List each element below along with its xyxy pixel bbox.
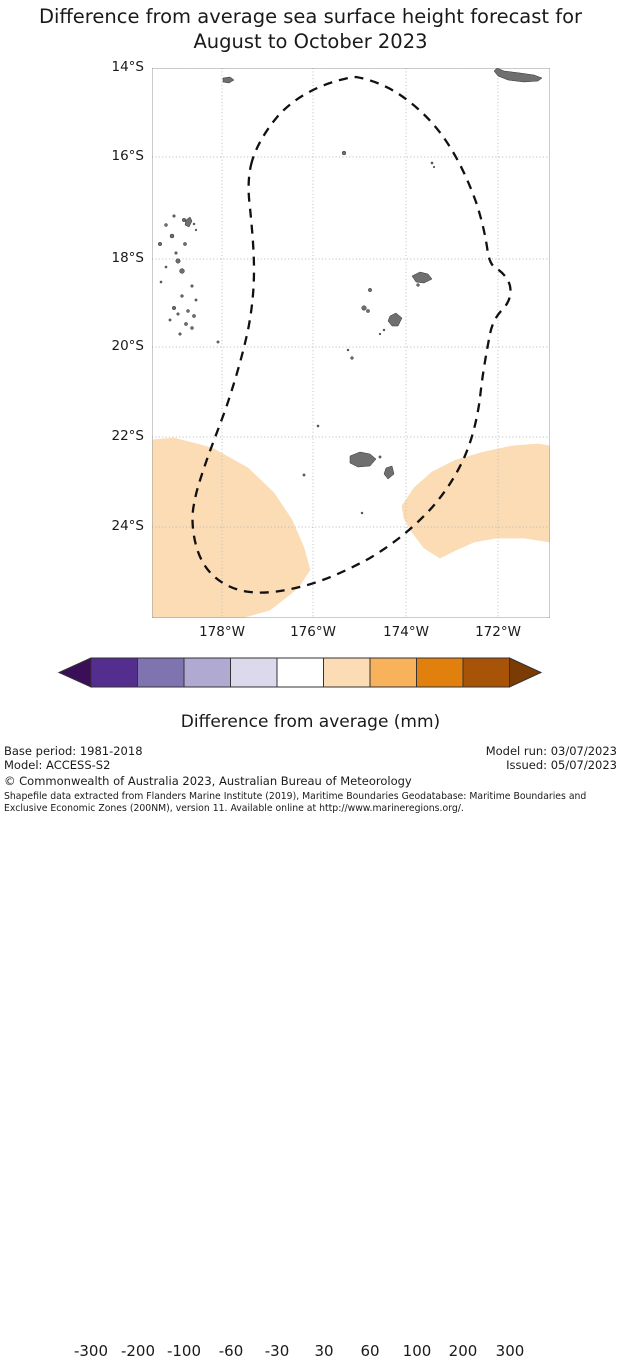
ytick-5: 24°S <box>111 518 145 534</box>
colorbar-swatch-2 <box>183 657 231 688</box>
ytick-3: 20°S <box>111 338 145 354</box>
xtick-1: 176°W <box>290 624 336 640</box>
colorbar-caption: Difference from average (mm) <box>180 712 441 732</box>
coastline-islands <box>157 68 543 515</box>
ytick-2: 18°S <box>111 250 145 266</box>
shaded-band-southeast <box>401 443 550 559</box>
map-plot-area <box>152 68 550 618</box>
attribution-text: Shapefile data extracted from Flanders M… <box>4 791 604 814</box>
page-title: Difference from average sea surface heig… <box>0 4 621 54</box>
colorbar-tick-9: 300 <box>495 1342 525 1360</box>
xtick-0: 178°W <box>199 624 245 640</box>
copyright-text: © Commonwealth of Australia 2023, Austra… <box>4 774 412 788</box>
colorbar-swatch-7 <box>415 657 463 688</box>
colorbar-swatch-over <box>508 657 542 688</box>
colorbar-swatch-under <box>57 657 91 688</box>
colorbar-swatch-1 <box>136 657 184 688</box>
shaded-band-southwest <box>152 437 311 618</box>
xtick-2: 174°W <box>383 624 429 640</box>
footer: Base period: 1981-2018 Model: ACCESS-S2 … <box>0 744 621 816</box>
xtick-3: 172°W <box>475 624 521 640</box>
colorbar-swatch-0 <box>90 657 138 688</box>
footer-right-block: Model run: 03/07/2023 Issued: 05/07/2023 <box>486 744 617 772</box>
model-text: Model: ACCESS-S2 <box>4 758 111 772</box>
colorbar-swatch-4 <box>276 657 324 688</box>
ytick-1: 16°S <box>111 148 145 164</box>
colorbar-swatch-8 <box>462 657 510 688</box>
ytick-4: 22°S <box>111 428 145 444</box>
model-run-text: Model run: 03/07/2023 <box>485 744 617 758</box>
attribution-line-2: Exclusive Economic Zones (200NM), versio… <box>4 802 464 814</box>
ytick-0: 14°S <box>111 59 145 75</box>
colorbar-swatch-6 <box>369 657 417 688</box>
footer-left-block: Base period: 1981-2018 Model: ACCESS-S2 <box>4 744 143 772</box>
base-period-text: Base period: 1981-2018 <box>4 744 143 758</box>
colorbar-swatch-3 <box>229 657 277 688</box>
title-line-2: August to October 2023 <box>193 30 428 53</box>
colorbar-swatches <box>57 657 542 688</box>
eez-boundary <box>191 75 512 594</box>
issued-text: Issued: 05/07/2023 <box>506 758 617 772</box>
attribution-line-1: Shapefile data extracted from Flanders M… <box>4 791 587 802</box>
colorbar: -300 -200 -100 -60 -30 30 60 100 200 300 <box>0 655 621 1359</box>
title-line-1: Difference from average sea surface heig… <box>38 5 583 28</box>
colorbar-swatch-5 <box>322 657 370 688</box>
